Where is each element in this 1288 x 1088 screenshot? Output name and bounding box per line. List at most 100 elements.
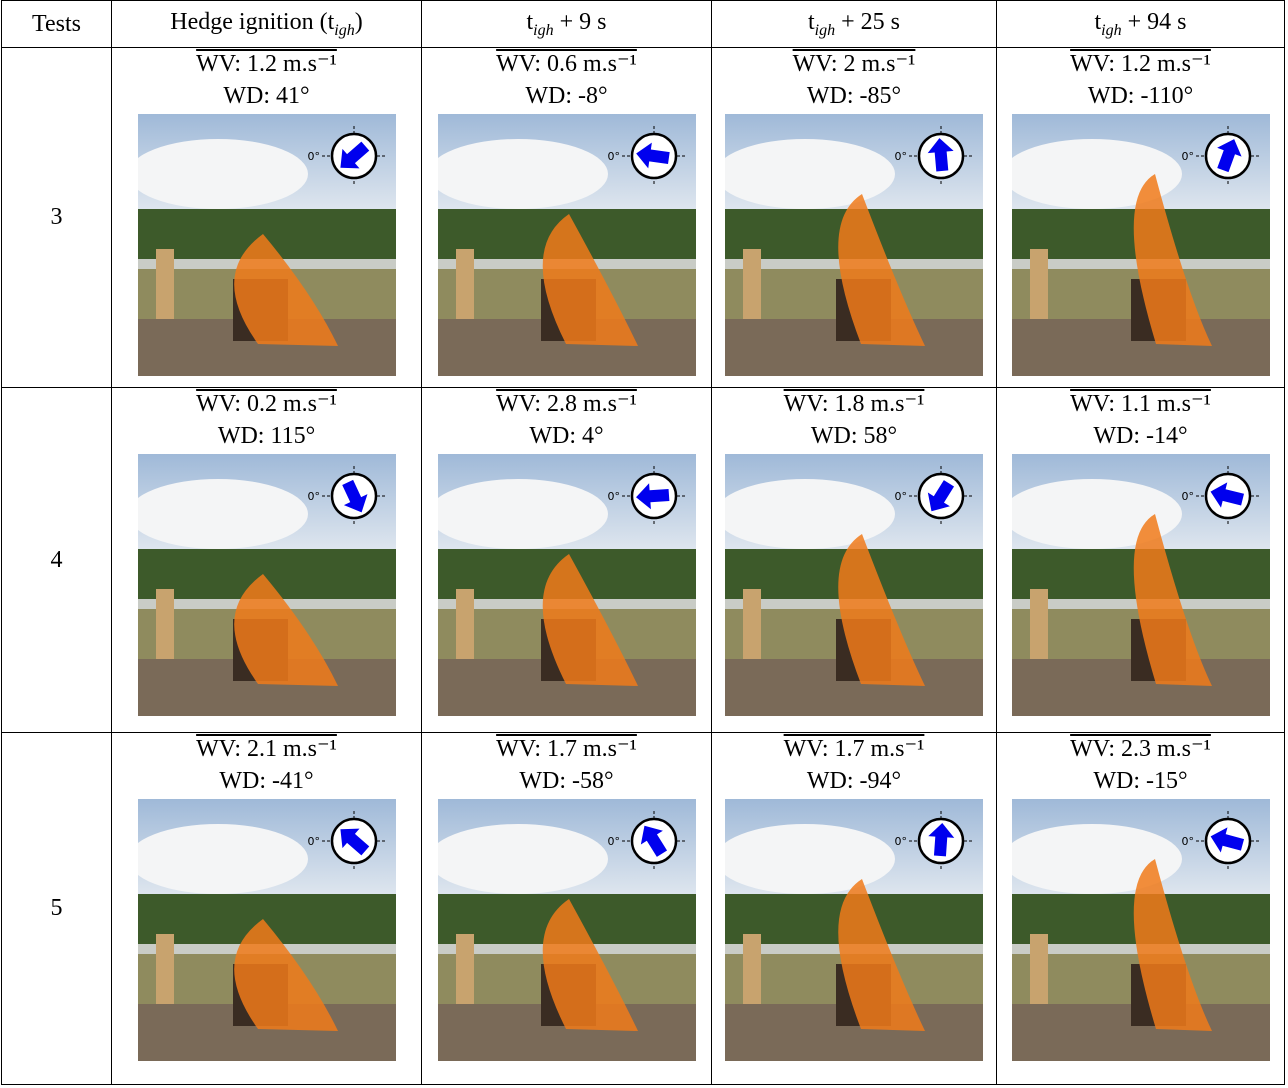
stand bbox=[455, 934, 474, 1004]
photo: 0° bbox=[725, 799, 983, 1061]
test-cell: 3 bbox=[1, 47, 112, 388]
wind-compass: 0° bbox=[607, 466, 686, 526]
wind-direction: WD: -8° bbox=[525, 83, 608, 109]
result-cell: WV: 2.1 m.s⁻¹ WD: -41° 0° bbox=[111, 732, 422, 1085]
wind-compass: 0° bbox=[1181, 126, 1260, 186]
wind-direction: WD: 41° bbox=[223, 83, 310, 109]
result-cell: WV: 2.3 m.s⁻¹ WD: -15° 0° bbox=[996, 732, 1285, 1085]
compass-zero-label: 0° bbox=[895, 490, 908, 503]
compass-zero-label: 0° bbox=[895, 150, 908, 163]
fire bbox=[1133, 514, 1212, 686]
photo: 0° bbox=[437, 799, 696, 1061]
photo: 0° bbox=[1011, 454, 1270, 716]
time-header: tigh + 9 s bbox=[421, 0, 712, 48]
compass-zero-label: 0° bbox=[607, 150, 620, 163]
wind-velocity: WV: 2.8 m.s⁻¹ bbox=[496, 391, 637, 417]
stand bbox=[743, 934, 761, 1004]
photo: 0° bbox=[437, 114, 696, 376]
fire bbox=[233, 919, 338, 1031]
wind-direction: WD: -85° bbox=[806, 83, 902, 109]
table-row: 3 WV: 1.2 m.s⁻¹ WD: 41° 0° WV: 0.6 m.s⁻¹ WD: … bbox=[1, 47, 1285, 388]
wind-direction: WD: -58° bbox=[519, 768, 614, 794]
header-subscript: igh bbox=[334, 21, 355, 39]
result-cell: WV: 1.8 m.s⁻¹ WD: 58° 0° bbox=[711, 387, 997, 733]
wind-direction: WD: 115° bbox=[217, 423, 316, 449]
wind-velocity: WV: 2.1 m.s⁻¹ bbox=[196, 736, 337, 762]
photo: 0° bbox=[725, 114, 983, 376]
wind-compass: 0° bbox=[307, 811, 386, 871]
stand bbox=[155, 589, 174, 659]
stand bbox=[455, 589, 474, 659]
fire bbox=[233, 574, 338, 686]
fire bbox=[1133, 859, 1212, 1031]
wind-velocity: WV: 2.3 m.s⁻¹ bbox=[1070, 736, 1211, 762]
header-subscript: igh bbox=[814, 21, 836, 39]
stand bbox=[743, 249, 761, 319]
table-row: 5 WV: 2.1 m.s⁻¹ WD: -41° 0° WV: 1.7 m.s⁻¹ WD:… bbox=[1, 732, 1285, 1085]
wind-compass: 0° bbox=[895, 466, 973, 526]
test-number: 4 bbox=[50, 546, 63, 573]
wind-direction: WD: -94° bbox=[806, 768, 902, 794]
header-subscript: igh bbox=[1101, 21, 1122, 39]
wind-direction: WD: -14° bbox=[1093, 423, 1188, 449]
result-cell: WV: 2.8 m.s⁻¹ WD: 4° 0° bbox=[421, 387, 712, 733]
time-header: tigh + 25 s bbox=[711, 0, 997, 48]
wind-compass: 0° bbox=[307, 466, 386, 526]
test-cell: 5 bbox=[1, 732, 112, 1085]
compass-zero-label: 0° bbox=[1181, 150, 1194, 163]
photo: 0° bbox=[725, 454, 983, 716]
result-cell: WV: 1.2 m.s⁻¹ WD: 41° 0° bbox=[111, 47, 422, 388]
compass-zero-label: 0° bbox=[607, 490, 620, 503]
wind-arrow bbox=[927, 480, 955, 512]
stand bbox=[155, 934, 174, 1004]
cloud bbox=[1011, 824, 1182, 894]
photo: 0° bbox=[137, 114, 396, 376]
cloud bbox=[1011, 139, 1182, 209]
result-cell: WV: 1.7 m.s⁻¹ WD: -58° 0° bbox=[421, 732, 712, 1085]
compass-zero-label: 0° bbox=[307, 150, 320, 163]
result-cell: WV: 0.6 m.s⁻¹ WD: -8° 0° bbox=[421, 47, 712, 388]
cloud bbox=[137, 139, 308, 209]
fire bbox=[838, 194, 925, 346]
header-text: + 25 s bbox=[835, 8, 900, 35]
wind-velocity: WV: 0.6 m.s⁻¹ bbox=[496, 51, 637, 77]
fire bbox=[542, 554, 638, 686]
result-cell: WV: 0.2 m.s⁻¹ WD: 115° 0° bbox=[111, 387, 422, 733]
wind-arrow bbox=[1210, 482, 1244, 508]
wind-velocity: WV: 1.2 m.s⁻¹ bbox=[196, 51, 337, 77]
stand bbox=[1029, 934, 1048, 1004]
wind-velocity: WV: 0.2 m.s⁻¹ bbox=[196, 391, 337, 417]
compass-zero-label: 0° bbox=[307, 490, 320, 503]
wind-compass: 0° bbox=[607, 126, 686, 186]
cloud bbox=[725, 479, 895, 549]
header-text: Hedge ignition (t bbox=[170, 8, 335, 35]
wind-velocity: WV: 1.7 m.s⁻¹ bbox=[783, 736, 925, 762]
time-header: tigh + 94 s bbox=[996, 0, 1285, 48]
wind-velocity: WV: 1.1 m.s⁻¹ bbox=[1070, 391, 1211, 417]
header-text: t bbox=[808, 8, 815, 35]
stand bbox=[455, 249, 474, 319]
fire bbox=[1133, 174, 1212, 346]
header-text: ) bbox=[354, 8, 363, 35]
cloud bbox=[437, 139, 608, 209]
wind-compass: 0° bbox=[607, 811, 686, 871]
wind-compass: 0° bbox=[895, 126, 973, 186]
header-row: Tests Hedge ignition (tigh) tigh + 9 s tig… bbox=[1, 0, 1285, 48]
compass-zero-label: 0° bbox=[1181, 835, 1194, 848]
photo: 0° bbox=[137, 799, 396, 1061]
cloud bbox=[1011, 479, 1182, 549]
header-text: t bbox=[526, 8, 534, 35]
cloud bbox=[137, 824, 308, 894]
fire bbox=[542, 214, 638, 346]
wind-arrow bbox=[1216, 139, 1242, 173]
result-cell: WV: 1.2 m.s⁻¹ WD: -110° 0° bbox=[996, 47, 1285, 388]
cloud bbox=[725, 139, 895, 209]
test-number: 5 bbox=[50, 895, 63, 921]
wind-arrow bbox=[635, 142, 670, 169]
wind-arrow bbox=[635, 483, 669, 510]
wind-arrow bbox=[1210, 827, 1244, 853]
fire bbox=[838, 534, 925, 686]
header-text: + 9 s bbox=[553, 8, 607, 35]
photo: 0° bbox=[1011, 114, 1270, 376]
